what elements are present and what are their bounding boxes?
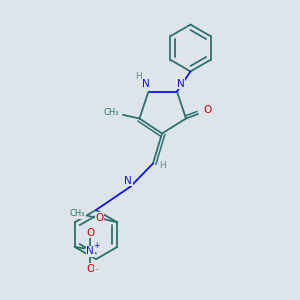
Text: H: H	[159, 161, 166, 170]
Text: CH₃: CH₃	[104, 108, 119, 117]
Text: O: O	[95, 213, 103, 223]
Text: N: N	[142, 79, 150, 89]
Text: N: N	[124, 176, 132, 186]
Text: H: H	[135, 72, 141, 81]
Text: CH₃: CH₃	[70, 209, 86, 218]
Text: N: N	[86, 246, 94, 256]
Text: O: O	[203, 105, 212, 116]
Text: +: +	[93, 241, 100, 250]
Text: N: N	[177, 79, 184, 89]
Text: O: O	[86, 227, 94, 238]
Text: ⁻: ⁻	[94, 266, 98, 275]
Text: O: O	[86, 263, 94, 274]
